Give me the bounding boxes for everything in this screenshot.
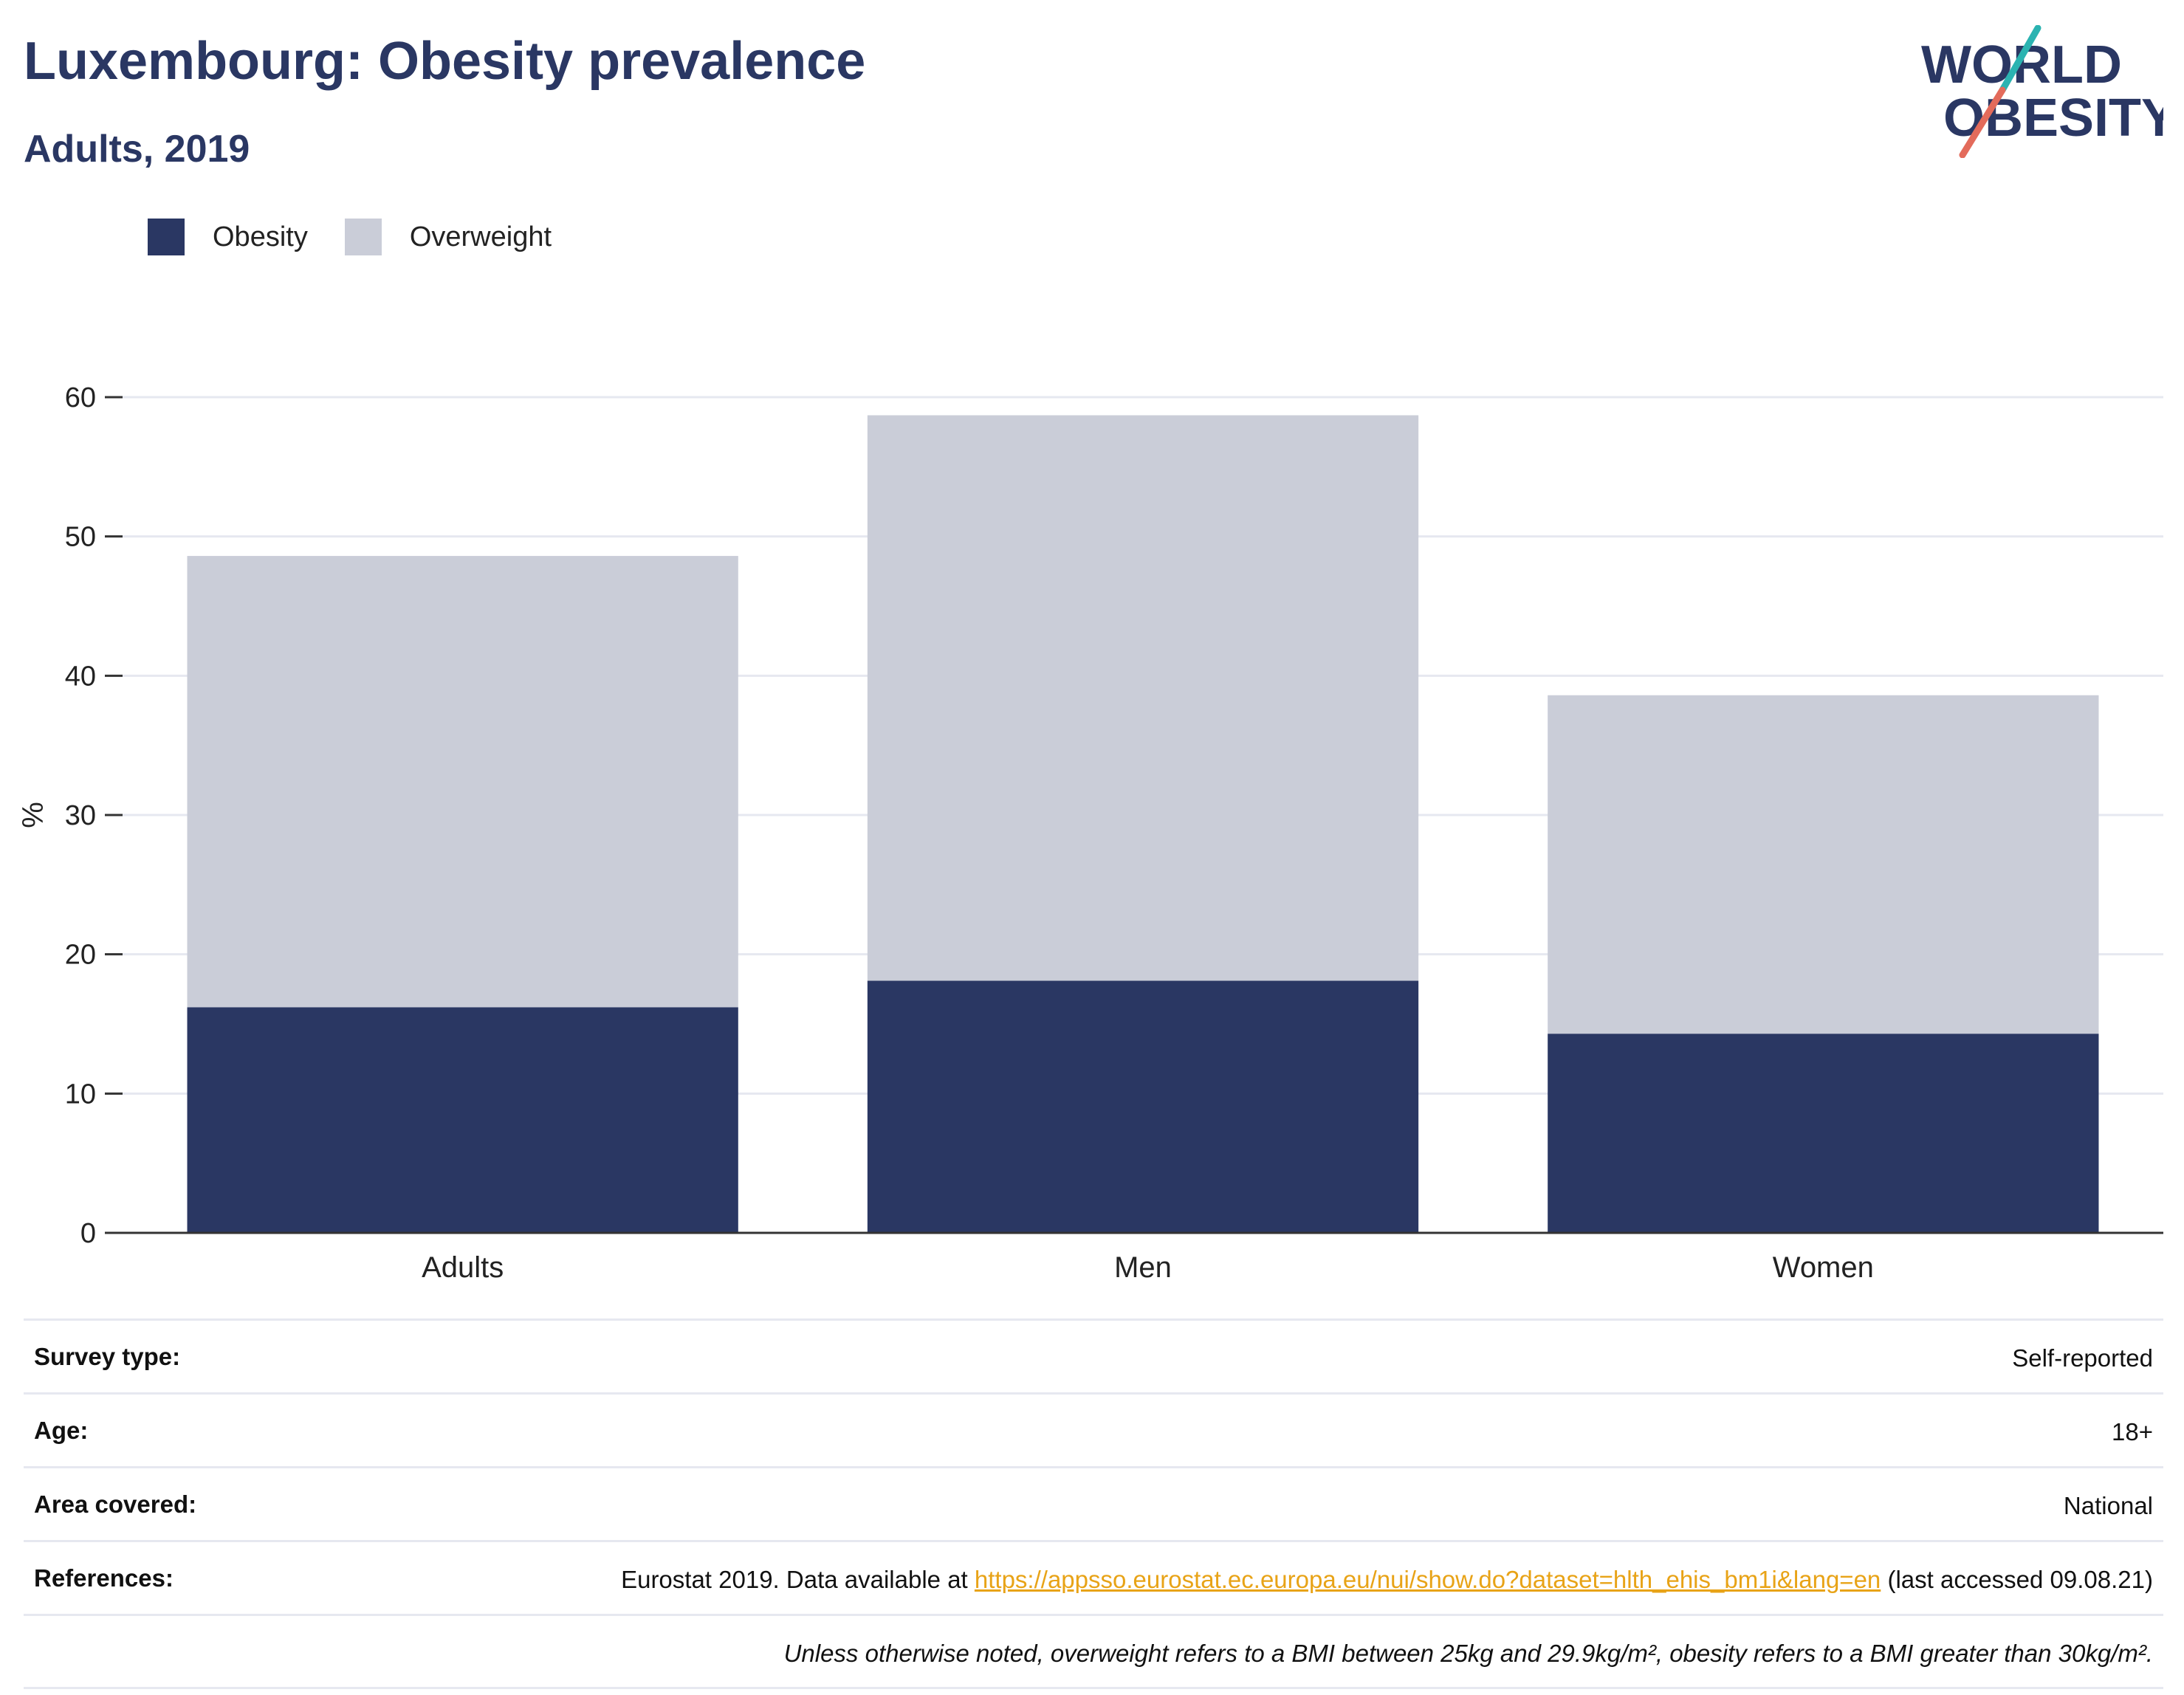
- logo-slash-teal: [1999, 25, 2042, 94]
- references-value: Eurostat 2019. Data available at https:/…: [621, 1564, 2153, 1596]
- info-table: Survey type: Self-reported Age: 18+ Area…: [24, 1318, 2163, 1690]
- legend-item-overweight[interactable]: Overweight: [344, 219, 552, 255]
- age-label: Age:: [34, 1416, 89, 1444]
- x-tick-label: Adults: [422, 1251, 504, 1284]
- bar-obesity-women: [1548, 1034, 2099, 1233]
- logo-word-world: WORLD: [1921, 35, 2122, 94]
- info-row-references: References: Eurostat 2019. Data availabl…: [24, 1542, 2163, 1616]
- legend-swatch-obesity: [148, 219, 185, 255]
- world-obesity-logo: WORLD OBESITY: [1921, 25, 2163, 158]
- bar-overweight-adults: [187, 556, 738, 1008]
- survey-type-value: Self-reported: [2012, 1344, 2153, 1372]
- y-axis-label: %: [17, 802, 49, 828]
- info-row-area: Area covered: National: [24, 1468, 2163, 1542]
- bar-obesity-adults: [187, 1007, 738, 1233]
- bar-overweight-men: [867, 415, 1419, 981]
- legend-label-obesity: Obesity: [213, 221, 308, 252]
- references-suffix: (last accessed 09.08.21): [1881, 1565, 2153, 1593]
- logo-word-obesity: OBESITY: [1943, 89, 2163, 148]
- y-tick-label: 40: [65, 661, 96, 692]
- definition-note: Unless otherwise noted, overweight refer…: [783, 1639, 2153, 1667]
- y-tick-label: 30: [65, 800, 96, 831]
- references-label: References:: [34, 1564, 174, 1592]
- survey-type-label: Survey type:: [34, 1343, 181, 1370]
- info-row-survey-type: Survey type: Self-reported: [24, 1321, 2163, 1395]
- chart-legend: Obesity Overweight: [148, 219, 588, 255]
- area-label: Area covered:: [34, 1490, 197, 1518]
- legend-item-obesity[interactable]: Obesity: [148, 219, 308, 255]
- y-tick-label: 60: [65, 382, 96, 413]
- legend-swatch-overweight: [344, 219, 382, 255]
- info-row-note: Unless otherwise noted, overweight refer…: [24, 1616, 2163, 1690]
- bar-overweight-women: [1548, 695, 2099, 1034]
- y-tick-label: 10: [65, 1079, 96, 1110]
- y-tick-label: 20: [65, 940, 96, 971]
- legend-label-overweight: Overweight: [409, 221, 552, 252]
- bar-chart: 0 10 20 30 40 50 60% Adults Men Women: [17, 382, 2163, 1284]
- x-tick-label: Men: [1114, 1251, 1172, 1284]
- x-tick-label: Women: [1773, 1251, 1874, 1284]
- logo-slash-coral: [1959, 86, 2006, 158]
- page-title: Luxembourg: Obesity prevalence: [24, 32, 866, 91]
- page-subtitle: Adults, 2019: [24, 128, 250, 171]
- bar-obesity-men: [867, 980, 1419, 1233]
- references-link[interactable]: https://appsso.eurostat.ec.europa.eu/nui…: [974, 1565, 1881, 1593]
- y-tick-label: 0: [80, 1218, 96, 1249]
- references-prefix: Eurostat 2019. Data available at: [621, 1565, 975, 1593]
- y-tick-label: 50: [65, 522, 96, 553]
- area-value: National: [2063, 1491, 2153, 1519]
- info-row-age: Age: 18+: [24, 1395, 2163, 1468]
- age-value: 18+: [2112, 1417, 2153, 1445]
